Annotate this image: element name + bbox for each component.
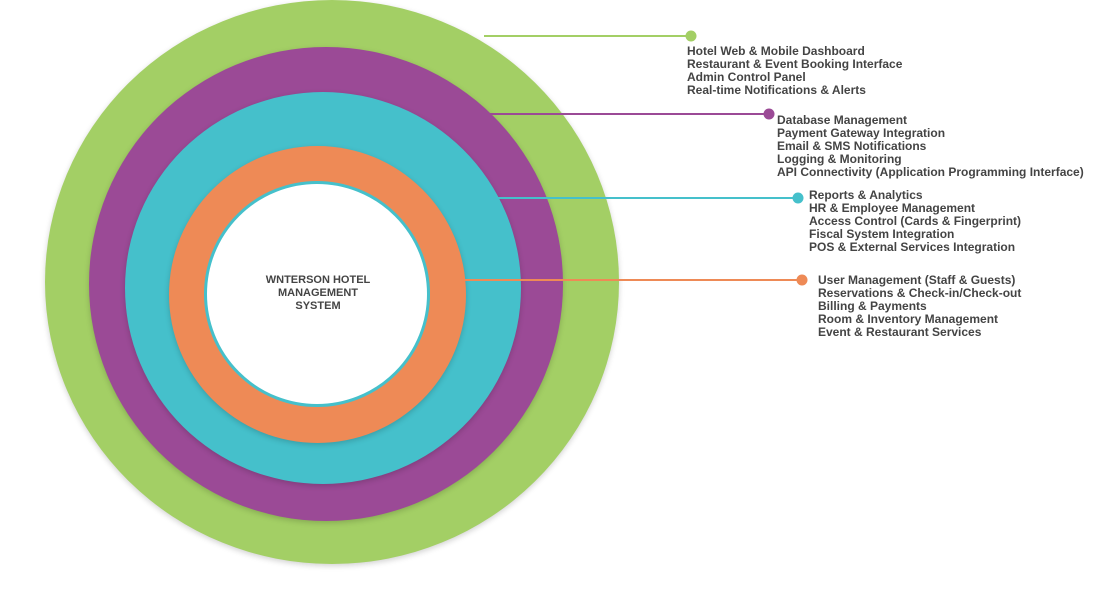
connector-dot-layer-1 bbox=[685, 30, 697, 42]
list-item: Restaurant & Event Booking Interface bbox=[687, 57, 903, 71]
list-item: Reservations & Check-in/Check-out bbox=[818, 286, 1022, 300]
list-item: Real-time Notifications & Alerts bbox=[687, 83, 866, 97]
feature-list-layer-1: Hotel Web & Mobile Dashboard Restaurant … bbox=[687, 45, 902, 97]
list-item: Event & Restaurant Services bbox=[818, 325, 982, 339]
list-item: Reports & Analytics bbox=[809, 188, 923, 202]
list-item: Access Control (Cards & Fingerprint) bbox=[809, 214, 1022, 228]
list-item: Fiscal System Integration bbox=[809, 227, 955, 241]
list-item: User Management (Staff & Guests) bbox=[818, 273, 1016, 287]
list-item: Hotel Web & Mobile Dashboard bbox=[687, 44, 865, 58]
connector-dot-layer-4 bbox=[796, 274, 808, 286]
list-item: POS & External Services Integration bbox=[809, 240, 1016, 254]
center-circle bbox=[204, 181, 430, 407]
list-item: Admin Control Panel bbox=[687, 70, 806, 84]
connector-dot-layer-2 bbox=[763, 108, 775, 120]
list-item: Billing & Payments bbox=[818, 299, 927, 313]
list-item: Logging & Monitoring bbox=[777, 152, 902, 166]
list-item: Email & SMS Notifications bbox=[777, 139, 927, 153]
list-item: Room & Inventory Management bbox=[818, 312, 999, 326]
feature-list-layer-2: Database Management Payment Gateway Inte… bbox=[777, 114, 1084, 179]
feature-list-layer-4: User Management (Staff & Guests) Reserva… bbox=[818, 274, 1021, 339]
center-title: WNTERSON HOTEL MANAGEMENT SYSTEM bbox=[265, 274, 371, 312]
list-item: Payment Gateway Integration bbox=[777, 126, 946, 140]
list-item: API Connectivity (Application Programmin… bbox=[777, 165, 1084, 179]
feature-list-layer-3: Reports & Analytics HR & Employee Manage… bbox=[809, 189, 1021, 254]
connector-dot-layer-3 bbox=[792, 192, 804, 204]
list-item: Database Management bbox=[777, 113, 908, 127]
list-item: HR & Employee Management bbox=[809, 201, 976, 215]
